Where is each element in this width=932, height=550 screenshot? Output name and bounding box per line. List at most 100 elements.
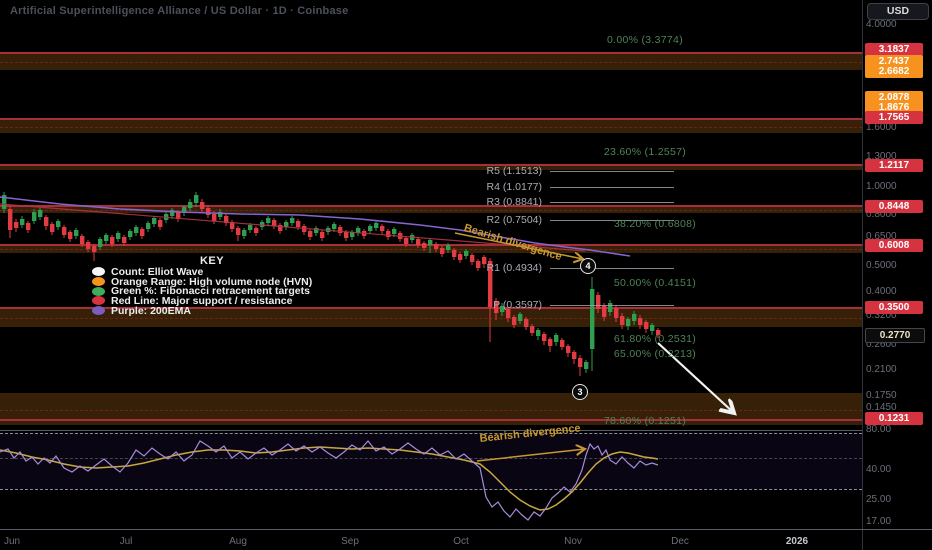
candle-body	[266, 218, 271, 223]
candle-body	[416, 239, 421, 245]
candle-body	[218, 212, 223, 217]
candle-body	[146, 223, 151, 229]
elliott-wave-marker: 4	[580, 258, 596, 274]
candle-body	[644, 322, 649, 329]
price-pane[interactable]: R5 (1.1513) R4 (1.0177) R3 (0.8841) R2 (0.7…	[0, 0, 862, 430]
candle-body	[392, 229, 397, 234]
key-bullet-icon	[92, 277, 105, 287]
rsi-line	[0, 440, 659, 521]
candle-body	[308, 231, 313, 237]
price-level-label: 1.7565	[865, 111, 923, 124]
candle-body	[338, 227, 343, 233]
candle-body	[404, 238, 409, 244]
rsi-chart-canvas[interactable]	[0, 431, 862, 529]
candle-body	[464, 251, 469, 256]
key-bullet-icon	[92, 306, 105, 316]
key-legend-item: Count: Elliot Wave	[92, 266, 332, 278]
candle-body	[224, 216, 229, 223]
candle-body	[536, 330, 541, 336]
price-level-label: 1.8676	[865, 101, 923, 114]
key-legend-item: Purple: 200EMA	[92, 305, 332, 317]
time-axis-label: Sep	[341, 536, 359, 547]
candle-body	[128, 231, 133, 237]
hvn-band-midline	[0, 318, 862, 319]
candle-body	[368, 226, 373, 231]
candle-body	[278, 225, 283, 231]
support-resistance-line	[0, 419, 862, 421]
pivot-line	[550, 202, 674, 203]
time-axis-label: Jun	[3, 536, 21, 547]
candle-body	[656, 330, 661, 335]
candle-body	[56, 221, 61, 227]
time-axis-label: Dec	[671, 536, 689, 547]
candle-body	[626, 319, 631, 326]
price-level-label: 2.7437	[865, 55, 923, 68]
candle-body	[212, 214, 217, 221]
pivot-label: P (0.3597)	[493, 299, 542, 311]
time-axis[interactable]: Jun Jul Aug Sep Oct Nov Dec 2026	[0, 530, 932, 550]
candle-body	[158, 220, 163, 227]
key-legend-item: Red Line: Major support / resistance	[92, 295, 332, 307]
price-scale-label: 0.8000	[866, 209, 897, 220]
candle-body	[122, 237, 127, 243]
hvn-band-midline	[0, 127, 862, 128]
key-item-label: Green %: Fibonacci retracement targets	[111, 285, 310, 298]
currency-toggle-button[interactable]: USD	[867, 3, 929, 20]
price-level-label: 2.0878	[865, 91, 923, 104]
time-axis-label: Jul	[119, 536, 133, 547]
candle-body	[20, 219, 25, 225]
candle-body	[140, 229, 145, 236]
bearish-divergence-arrow[interactable]	[454, 232, 583, 259]
rsi-scale-label: 40.00	[866, 464, 892, 475]
candle-body	[482, 257, 487, 264]
candle-body	[584, 362, 589, 369]
pane-separator[interactable]	[0, 529, 932, 530]
candle-body	[494, 301, 499, 313]
current-price-label: 0.2770	[865, 328, 925, 343]
support-resistance-line	[0, 164, 862, 166]
price-scale-label: 0.1750	[866, 390, 897, 401]
candle-body	[596, 295, 601, 309]
candle-body	[428, 240, 433, 245]
fib-retracement-label: 61.80% (0.2531)	[613, 333, 697, 345]
bearish-divergence-arrow[interactable]	[476, 449, 585, 462]
candle-body	[290, 218, 295, 223]
rsi-scale-label: 80.00	[866, 424, 892, 435]
candle-body	[650, 325, 655, 331]
price-scale-label: 4.0000	[866, 19, 897, 30]
candle-body	[614, 308, 619, 318]
price-scale-label: 1.0000	[866, 181, 897, 192]
key-legend-item: Orange Range: High volume node (HVN)	[92, 275, 332, 288]
price-scale[interactable]: USD 4.0000 3.1837 2.7437 2.6682 2.0878 1.8676…	[862, 0, 932, 550]
pane-separator[interactable]	[0, 430, 862, 431]
support-resistance-line	[0, 52, 862, 54]
candle-body	[182, 207, 187, 213]
candle-body	[284, 222, 289, 227]
rsi-level-line	[0, 433, 862, 434]
price-level-label: 1.2117	[865, 159, 923, 172]
ema-200-line[interactable]	[0, 196, 631, 257]
pivot-label: R4 (1.0177)	[486, 181, 542, 193]
fib-retracement-label: 38.20% (0.6808)	[613, 218, 697, 230]
key-item-label: Orange Range: High volume node (HVN)	[111, 275, 313, 288]
time-axis-label: Oct	[453, 536, 469, 547]
rsi-level-line	[0, 489, 862, 490]
rsi-pane[interactable]	[0, 431, 862, 529]
candle-body	[542, 334, 547, 341]
key-bullet-icon	[92, 286, 105, 296]
candle-body	[452, 250, 457, 257]
candles	[2, 192, 661, 376]
fib-retracement-label: 0.00% (3.3774)	[607, 34, 683, 46]
pivot-label: R3 (0.8841)	[486, 196, 542, 208]
candle-body	[50, 224, 55, 232]
price-chart-canvas[interactable]	[0, 0, 862, 430]
candle-body	[14, 222, 19, 228]
symbol-title[interactable]: Artificial Superintelligence Alliance / …	[10, 5, 349, 17]
rsi-band-tint	[0, 433, 862, 489]
candle-body	[272, 220, 277, 226]
downtrend-line[interactable]	[0, 203, 586, 252]
candle-body	[524, 319, 529, 327]
candle-body	[236, 228, 241, 235]
price-level-label: 0.6008	[865, 239, 923, 252]
projection-arrow[interactable]	[657, 342, 734, 413]
